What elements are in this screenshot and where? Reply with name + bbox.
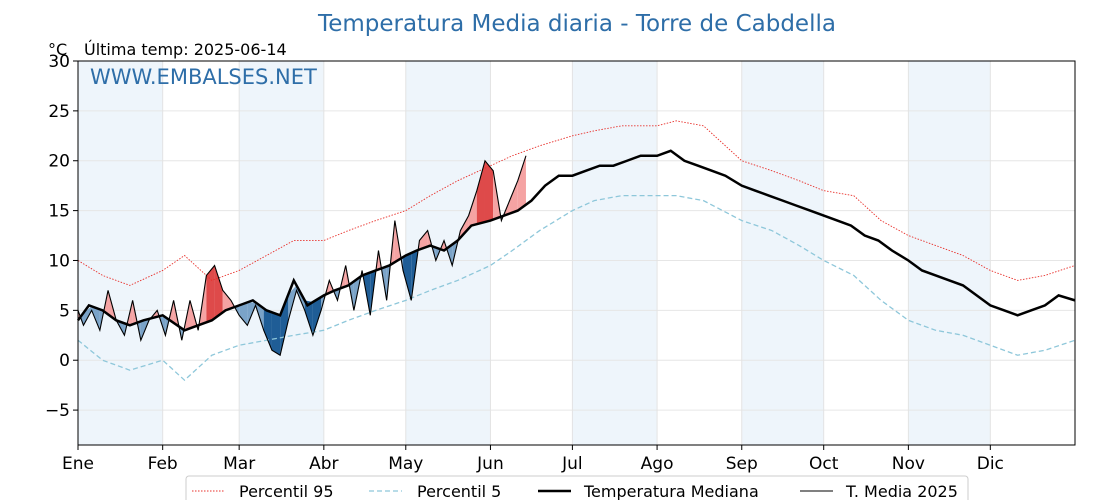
plot-frame — [77, 60, 1076, 446]
fill-above-median — [460, 215, 469, 238]
x-tick-label: May — [388, 454, 423, 474]
y-tick-label: −5 — [45, 401, 70, 421]
month-band-nov — [908, 61, 991, 445]
series-line-percentil-5 — [77, 194, 1076, 382]
fill-above-median — [476, 160, 485, 225]
x-tick-label: Jun — [476, 454, 504, 474]
fill-above-median — [206, 265, 215, 323]
x-tick-label: Ene — [62, 454, 94, 474]
y-tick-label: 30 — [48, 52, 70, 72]
fill-above-median — [484, 160, 494, 223]
x-tick-label: Jul — [561, 454, 583, 474]
fill-above-median — [419, 230, 428, 250]
x-tick-label: Mar — [223, 454, 255, 474]
month-band-mar — [239, 61, 324, 445]
fill-below-median — [403, 253, 412, 301]
grid-lines — [77, 60, 1075, 445]
y-tick-label: 10 — [48, 251, 70, 271]
month-band-ene — [78, 61, 163, 445]
fill-above-median — [222, 290, 231, 313]
x-tick-label: Dic — [977, 454, 1004, 474]
fill-below-median — [304, 300, 313, 336]
y-tick-label: 5 — [59, 301, 70, 321]
fill-above-median — [509, 180, 518, 214]
legend-label-percentil-5: Percentil 5 — [417, 482, 501, 500]
series-lines — [76, 120, 1076, 382]
x-axis: Ene Feb Mar Abr May Jun Jul Ago Sep Oct Nov Dic — [62, 445, 1004, 474]
unit-label: °C — [48, 40, 67, 59]
legend: Percentil 95 Percentil 5 Temperatura Med… — [185, 475, 969, 500]
fill-below-median — [280, 294, 289, 356]
fill-below-median — [263, 308, 272, 351]
chart-title: Temperatura Media diaria - Torre de Cabd… — [317, 11, 836, 37]
x-tick-label: Nov — [892, 454, 925, 474]
y-axis: −5 0 5 10 15 20 25 30 — [45, 52, 78, 421]
fill-below-median — [239, 302, 248, 326]
watermark: WWW.EMBALSES.NET — [90, 65, 317, 89]
legend-label-temperatura-mediana: Temperatura Mediana — [583, 482, 759, 500]
legend-box — [185, 475, 969, 500]
y-tick-label: 15 — [48, 202, 70, 222]
plot-background — [78, 61, 991, 445]
month-band-sep — [741, 61, 824, 445]
x-tick-label: Sep — [726, 454, 758, 474]
series-line-percentil-95 — [77, 120, 1076, 286]
fill-below-median — [271, 312, 281, 356]
legend-label-t-media-2025: T. Media 2025 — [845, 482, 958, 500]
x-tick-label: Feb — [148, 454, 178, 474]
fill-above-median — [468, 190, 477, 229]
y-tick-label: 25 — [48, 102, 70, 122]
series-line-temperatura-mediana — [76, 149, 1076, 332]
y-tick-label: 20 — [48, 152, 70, 172]
legend-label-percentil-95: Percentil 95 — [239, 482, 334, 500]
month-band-jul — [572, 61, 658, 445]
x-tick-label: Oct — [809, 454, 839, 474]
fill-above-median — [517, 155, 526, 211]
series-line-t-media-2025 — [77, 155, 527, 357]
last-temp-label: Última temp: 2025-06-14 — [84, 40, 287, 59]
y-tick-label: 0 — [59, 351, 70, 371]
fill-below-median — [312, 297, 322, 336]
x-tick-label: Ago — [641, 454, 674, 474]
fill-above-median — [214, 265, 223, 319]
x-tick-label: Abr — [309, 454, 338, 474]
